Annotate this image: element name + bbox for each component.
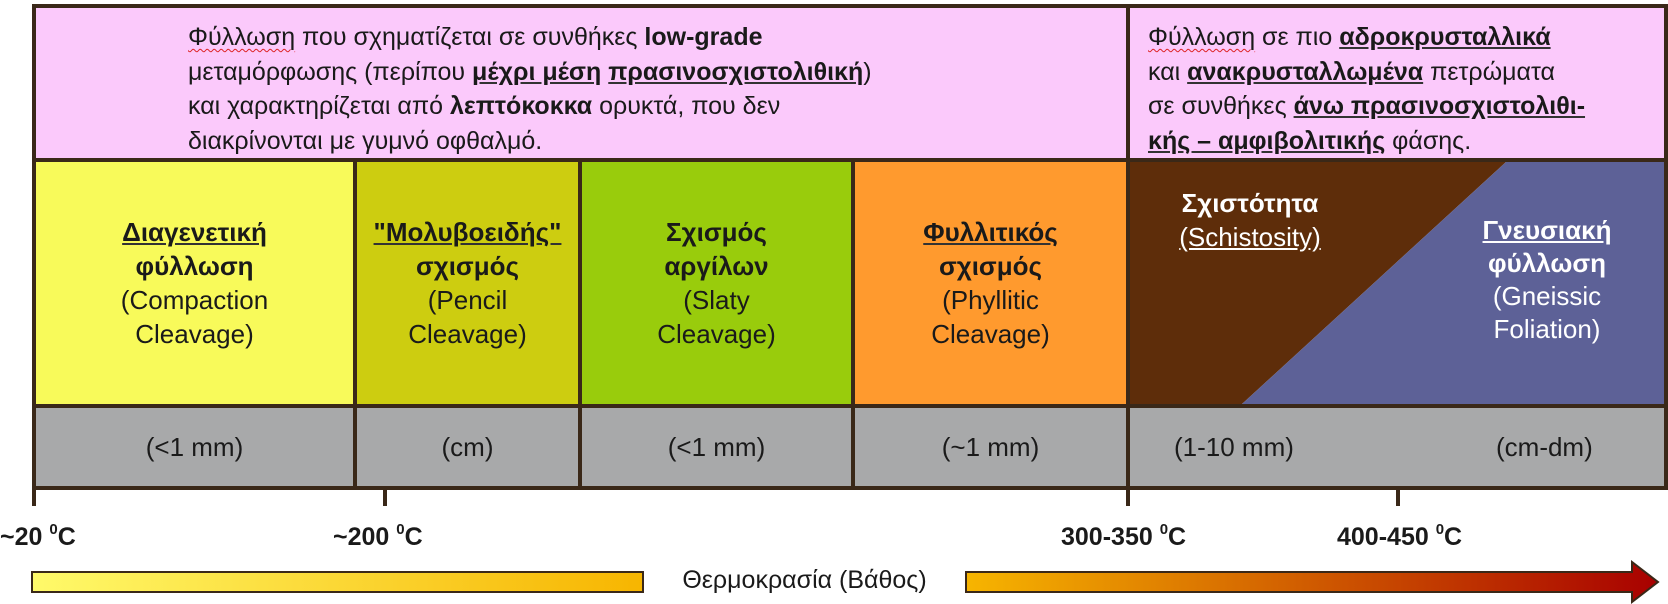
phyllitic-cleavage-cell: Φυλλιτικός σχισμός (Phyllitic Cleavage) [851, 158, 1130, 408]
cell-title: "Μολυβοειδής" [373, 217, 562, 247]
grain-size-cell: (<1 mm) [578, 404, 855, 490]
compaction-cleavage-cell: Διαγενετική φύλλωση (Compaction Cleavage) [32, 158, 357, 408]
cell-subtitle: Cleavage) [657, 319, 776, 349]
cell-subtitle: (Slaty [683, 285, 750, 315]
gneissic-title: φύλλωση [1488, 248, 1606, 278]
cell-title: σχισμός [938, 251, 1043, 281]
cell-subtitle: Cleavage) [135, 319, 254, 349]
grain-size-value: (<1 mm) [145, 431, 244, 462]
grain-size-value: (~1 mm) [941, 431, 1040, 462]
diagonal-split [1130, 162, 1664, 404]
temperature-label: 300-350 0C [1061, 521, 1187, 551]
schistosity-subtitle: (Schistosity) [1179, 222, 1321, 252]
grain-size-cell: (1-10 mm) (cm-dm) [1126, 404, 1668, 490]
grain-size-value: (1-10 mm) [1174, 431, 1294, 462]
grain-size-cell: (cm) [353, 404, 582, 490]
slaty-cleavage-cell: Σχισμός αργίλων (Slaty Cleavage) [578, 158, 855, 408]
gneissic-region [1242, 162, 1664, 404]
cell-title: Διαγενετική [122, 217, 267, 247]
high-grade-description: Φύλλωση σε πιο αδροκρυσταλλικά και ανακρ… [1126, 4, 1668, 162]
temperature-label: ~20 0C [0, 521, 76, 551]
cell-subtitle: Cleavage) [931, 319, 1050, 349]
arrow-head-right [965, 560, 1660, 604]
schistosity-gneissic-cell: Σχιστότητα (Schistosity) Γνευσιακή φύλλω… [1126, 158, 1668, 408]
temperature-label: 400-450 0C [1337, 521, 1463, 551]
grain-size-value: (cm-dm) [1496, 431, 1593, 462]
axis-tick [383, 490, 387, 506]
schistosity-region [1130, 162, 1506, 404]
grain-size-value: (<1 mm) [667, 431, 766, 462]
grain-size-cell: (<1 mm) [32, 404, 357, 490]
axis-tick [1396, 490, 1400, 506]
cell-title: Σχισμός [666, 217, 767, 247]
pencil-cleavage-cell: "Μολυβοειδής" σχισμός (Pencil Cleavage) [353, 158, 582, 408]
cell-subtitle: (Pencil [427, 285, 508, 315]
gneissic-subtitle: Foliation) [1493, 314, 1601, 344]
cell-title: αργίλων [664, 251, 769, 281]
axis-tick [32, 490, 36, 506]
cell-title: φύλλωση [135, 251, 254, 281]
cell-title: σχισμός [415, 251, 520, 281]
schistosity-label: Σχιστότητα (Schistosity) [1130, 186, 1370, 254]
gneissic-subtitle: (Gneissic [1492, 281, 1602, 311]
axis-tick [1126, 490, 1130, 506]
low-grade-description: Φύλλωση που σχηματίζεται σε συνθήκες low… [32, 4, 1130, 162]
arrow-label: Θερμοκρασία (Βάθος) [682, 566, 927, 594]
arrow-shaft-left [31, 571, 644, 593]
cell-subtitle: (Compaction [120, 285, 269, 315]
cell-subtitle: (Phyllitic [942, 285, 1039, 315]
schistosity-title: Σχιστότητα [1181, 188, 1319, 218]
temperature-label: ~200 0C [333, 521, 423, 551]
gneissic-title: Γνευσιακή [1482, 215, 1612, 245]
gneissic-label: Γνευσιακή φύλλωση (Gneissic Foliation) [1430, 214, 1664, 346]
grain-size-cell: (~1 mm) [851, 404, 1130, 490]
grain-size-value: (cm) [441, 431, 494, 462]
cell-subtitle: Cleavage) [408, 319, 527, 349]
cell-title: Φυλλιτικός [923, 217, 1058, 247]
temperature-arrow [31, 560, 1660, 604]
